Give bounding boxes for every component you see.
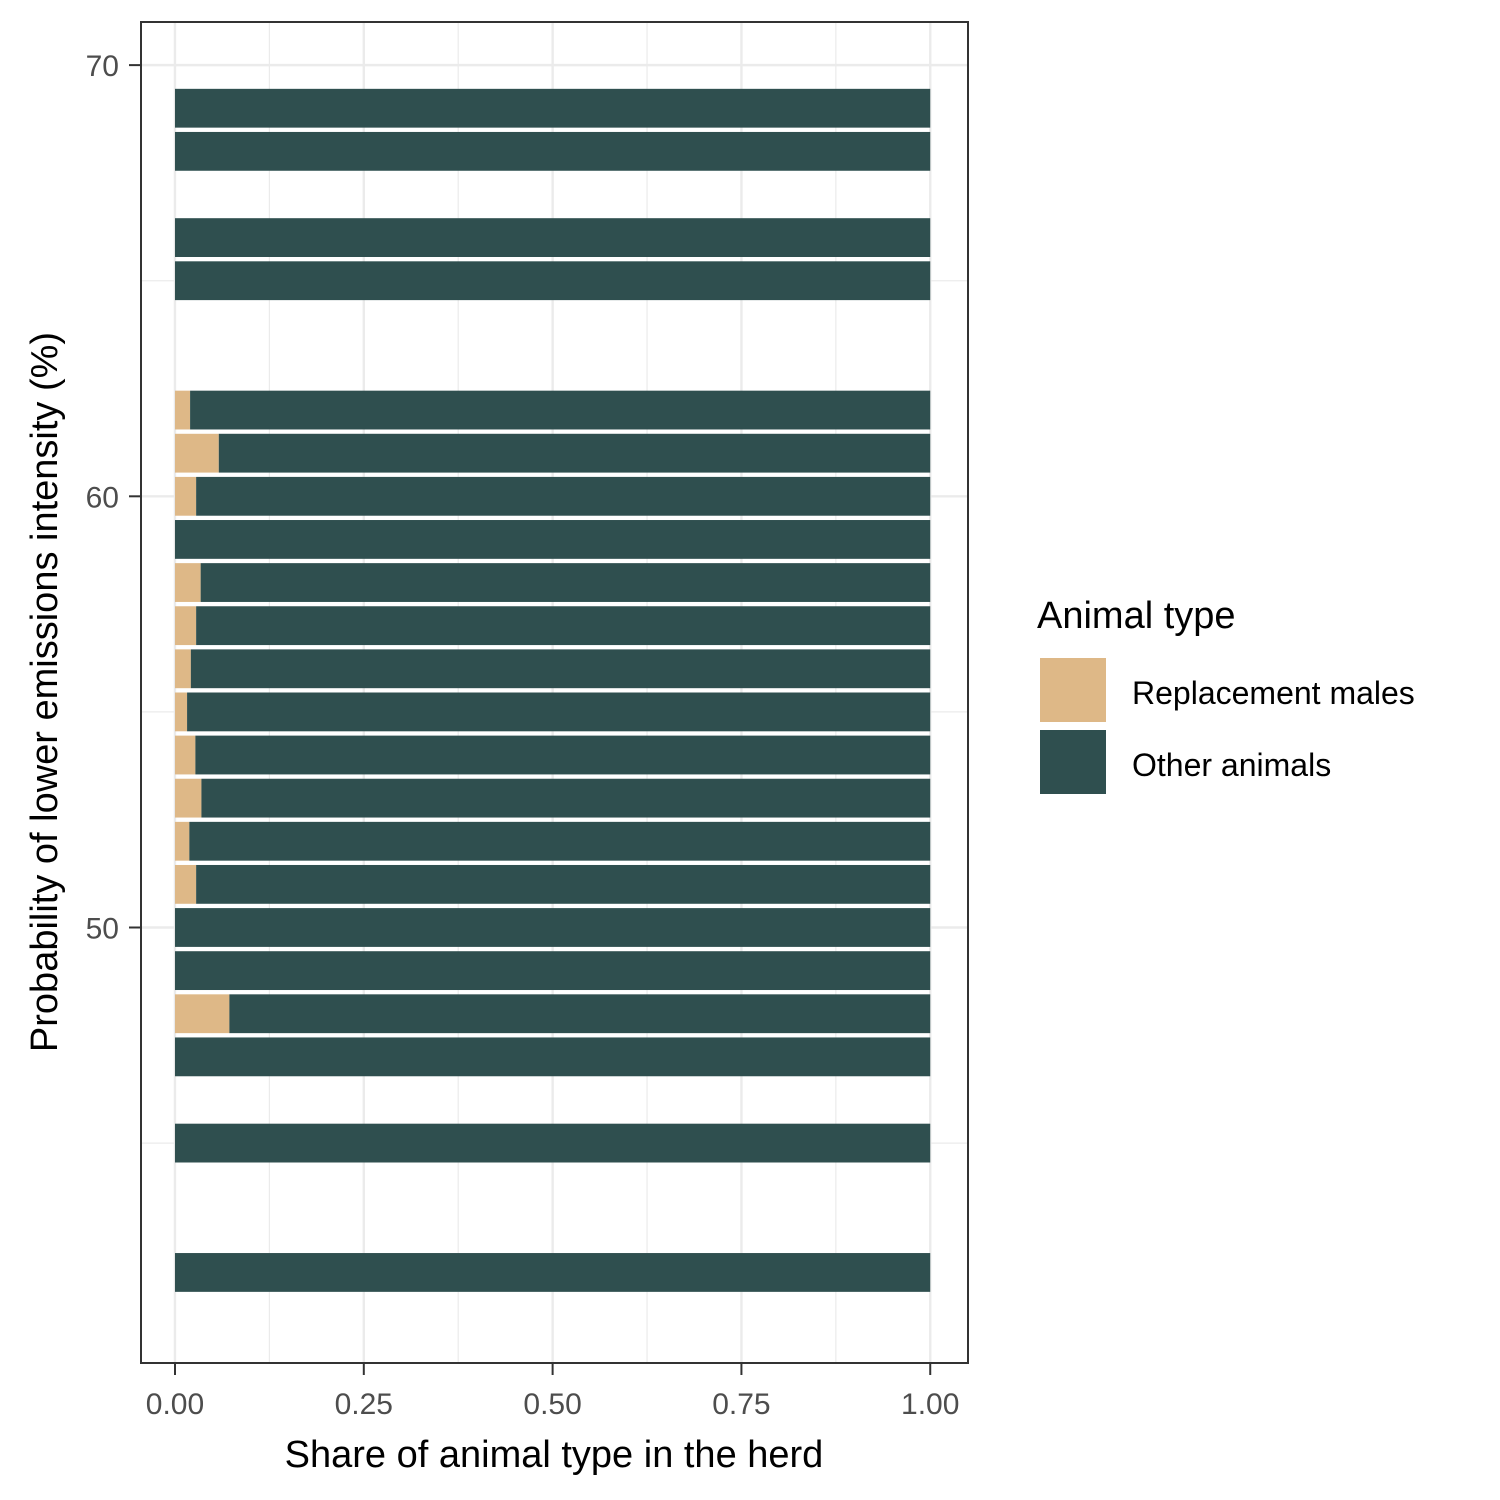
bar-other-animals <box>196 476 931 516</box>
bar-other-animals <box>174 218 931 257</box>
x-tick-label: 0.00 <box>146 1388 204 1421</box>
bar-other-animals <box>196 864 931 904</box>
bar-replacement-males <box>174 692 188 732</box>
x-tick-label: 0.50 <box>523 1388 581 1421</box>
bar-replacement-males <box>174 563 201 602</box>
y-tick-label: 70 <box>86 50 119 83</box>
y-tick-label: 50 <box>86 912 119 945</box>
bar-other-animals <box>174 951 931 991</box>
bar-other-animals <box>201 778 931 818</box>
y-axis-title: Probability of lower emissions intensity… <box>24 332 66 1052</box>
bar-other-animals <box>190 649 931 689</box>
bar-replacement-males <box>174 649 191 689</box>
bar-other-animals <box>174 1037 931 1077</box>
legend-label-other-animals: Other animals <box>1132 747 1331 783</box>
x-axis: 0.00 0.25 0.50 0.75 1.00 <box>146 1363 959 1421</box>
bar-replacement-males <box>174 390 191 430</box>
bar-other-animals <box>174 131 931 171</box>
bar-replacement-males <box>174 476 197 516</box>
bar-other-animals <box>187 692 931 732</box>
legend-label-replacement-males: Replacement males <box>1132 675 1415 711</box>
x-tick-label: 0.25 <box>335 1388 393 1421</box>
bar-other-animals <box>174 261 931 301</box>
bar-replacement-males <box>174 821 190 861</box>
bar-other-animals <box>229 994 931 1034</box>
bar-other-animals <box>190 390 931 430</box>
bar-replacement-males <box>174 433 219 473</box>
bar-other-animals <box>174 88 931 128</box>
x-tick-label: 1.00 <box>901 1388 959 1421</box>
bars <box>174 88 931 1292</box>
bar-replacement-males <box>174 778 202 818</box>
y-tick-label: 60 <box>86 481 119 514</box>
bar-other-animals <box>174 1253 931 1292</box>
y-axis: 50 60 70 <box>86 50 141 945</box>
bar-replacement-males <box>174 994 230 1034</box>
legend: Animal type Replacement males Other anim… <box>1037 595 1415 794</box>
x-tick-label: 0.75 <box>712 1388 770 1421</box>
bar-other-animals <box>218 433 931 473</box>
bar-other-animals <box>196 606 931 646</box>
bar-replacement-males <box>174 606 197 646</box>
bar-other-animals <box>174 520 931 559</box>
bar-other-animals <box>174 908 931 947</box>
bar-replacement-males <box>174 735 196 775</box>
legend-key-replacement-males <box>1040 658 1106 722</box>
legend-key-other-animals <box>1040 730 1106 794</box>
bar-other-animals <box>195 735 931 775</box>
bar-replacement-males <box>174 864 197 904</box>
legend-title: Animal type <box>1037 595 1236 637</box>
bar-other-animals <box>174 1123 931 1163</box>
panel-border <box>140 21 969 1364</box>
bar-other-animals <box>189 821 931 861</box>
x-axis-title: Share of animal type in the herd <box>285 1434 824 1476</box>
bar-other-animals <box>200 563 931 602</box>
